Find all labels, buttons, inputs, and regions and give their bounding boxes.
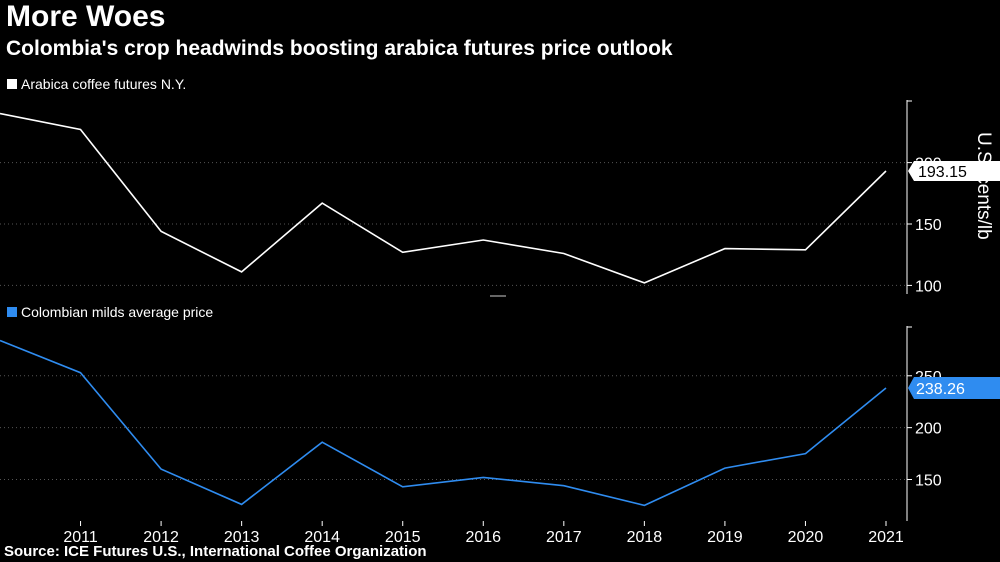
y-tick-label: 150 — [915, 473, 942, 490]
x-tick-label: 2015 — [385, 529, 421, 546]
source-note: Source: ICE Futures U.S., International … — [4, 543, 427, 560]
series-line — [0, 112, 887, 284]
x-tick-label: 2017 — [546, 529, 582, 546]
chart-subtitle: Colombia's crop headwinds boosting arabi… — [6, 37, 673, 60]
x-tick-label: 2020 — [788, 529, 824, 546]
y-tick-label: 100 — [915, 278, 942, 295]
last-value-tag — [908, 376, 1000, 399]
y-tick-label: 150 — [915, 217, 942, 234]
x-tick-label: 2019 — [707, 529, 743, 546]
x-tick-label: 2018 — [627, 529, 663, 546]
y-axis-unit-label: U.S. cents/lb — [973, 132, 994, 240]
last-value-tag — [908, 161, 1000, 182]
x-tick-label: 2011 — [63, 529, 98, 546]
legend-swatch — [7, 79, 17, 89]
legend-label: Arabica coffee futures N.Y. — [21, 76, 186, 92]
series-line — [0, 339, 887, 507]
x-tick-label: 2012 — [143, 529, 179, 546]
x-tick-label: 2013 — [224, 529, 260, 546]
legend-swatch — [7, 307, 17, 317]
last-value-label: 238.26 — [916, 381, 965, 398]
x-tick-label: 2021 — [868, 529, 904, 546]
x-tick-label: 2014 — [304, 529, 340, 546]
y-tick-label: 200 — [915, 421, 942, 438]
x-tick-label: 2016 — [465, 529, 501, 546]
chart-title: More Woes — [6, 0, 166, 33]
legend-label: Colombian milds average price — [21, 304, 213, 320]
last-value-label: 193.15 — [918, 164, 967, 181]
